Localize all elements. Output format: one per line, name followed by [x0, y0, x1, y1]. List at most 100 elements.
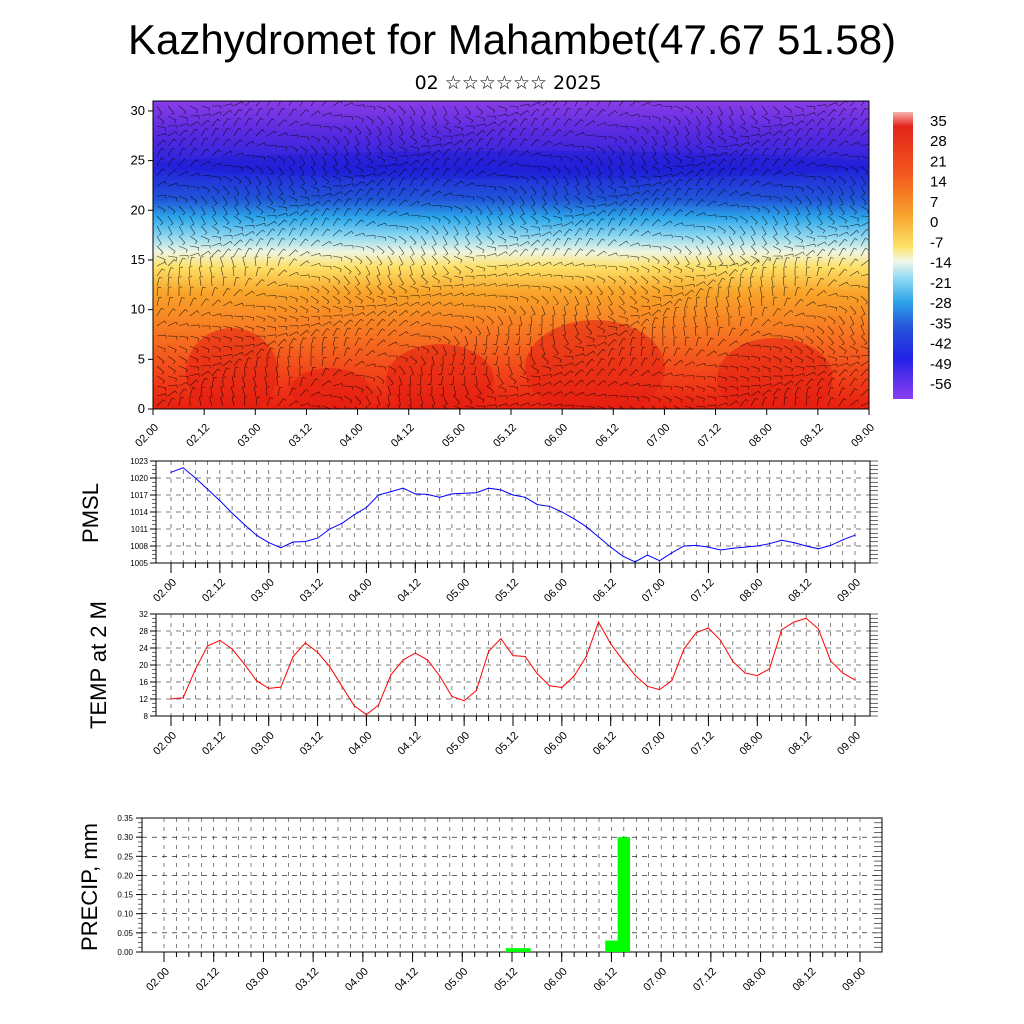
wind-barb [750, 317, 756, 327]
wind-barb-flag [207, 239, 210, 243]
wind-barb-flag [404, 290, 407, 294]
wind-barb-flag [535, 248, 539, 251]
wind-barb-flag [473, 407, 475, 409]
wind-barb-flag [492, 128, 496, 132]
wind-barb-flag [270, 107, 275, 110]
wind-barb [728, 115, 734, 124]
wind-barb [618, 368, 625, 377]
wind-barb-flag [701, 240, 704, 244]
wind-barb [629, 337, 633, 347]
wind-barb [772, 105, 780, 113]
wind-barb-flag [252, 328, 254, 332]
wind-barb [189, 310, 198, 317]
wind-barb [343, 218, 350, 227]
ytick-0.05: 0.05 [117, 929, 133, 938]
wind-barb [167, 355, 176, 362]
wind-barb-flag [679, 250, 682, 254]
wind-barb [222, 205, 228, 215]
wind-barb [618, 381, 628, 387]
wind-barb [530, 315, 533, 325]
wind-barb [299, 209, 307, 217]
wind-barb [230, 387, 235, 397]
wind-barb [761, 375, 771, 378]
wind-barb-flag [205, 377, 209, 380]
wind-barb [693, 307, 697, 317]
wind-barb [849, 175, 856, 184]
wind-barb [508, 118, 516, 127]
wind-barb-flag [693, 164, 695, 168]
wind-barb-flag [803, 312, 805, 317]
wind-barb [497, 174, 507, 177]
wind-barb [662, 145, 668, 154]
wind-barb [398, 145, 408, 151]
series-point [500, 489, 502, 491]
wind-barb-flag [634, 142, 637, 145]
wind-barb-flag [730, 113, 734, 116]
wind-barb [783, 355, 793, 361]
wind-barb [266, 340, 275, 347]
wind-barb [860, 195, 867, 204]
wind-barb-flag [460, 140, 464, 143]
wind-barb [321, 208, 327, 217]
wind-barb [453, 335, 460, 344]
wind-barb [728, 178, 735, 187]
wind-barb [552, 185, 558, 195]
wind-barb-flag [385, 352, 387, 356]
wind-barb-flag [701, 168, 705, 172]
wind-barb [838, 281, 848, 287]
wind-barb [684, 125, 690, 135]
wind-barb-flag [360, 188, 364, 192]
wind-barb [574, 219, 583, 227]
wind-barb [508, 305, 517, 312]
wind-barb [506, 345, 510, 355]
wind-barb [299, 155, 306, 164]
wind-barb-flag [220, 266, 225, 268]
wind-barb-flag [842, 377, 847, 380]
wind-barb [651, 347, 654, 357]
wind-barb [783, 137, 789, 147]
wind-barb-flag [842, 117, 847, 120]
wind-barb [277, 339, 285, 347]
wind-barb-flag [219, 237, 222, 241]
wind-barb [574, 263, 584, 267]
wind-barb [310, 185, 320, 191]
wind-barb [541, 165, 551, 170]
wind-barb [266, 257, 268, 267]
wind-barb [167, 115, 177, 121]
wind-barb [409, 265, 413, 275]
wind-barb [805, 397, 808, 407]
wind-barb-flag [770, 333, 772, 337]
wind-barb [211, 149, 219, 157]
wind-barb [299, 402, 309, 407]
wind-barb-flag [801, 160, 805, 164]
wind-barb-flag [807, 276, 812, 279]
wind-barb-flag [621, 302, 625, 306]
wind-barb [761, 115, 770, 122]
wind-barb-flag [704, 363, 706, 367]
wind-barb [233, 165, 243, 168]
wind-barb-flag [327, 228, 331, 231]
wind-barb-flag [400, 123, 404, 126]
wind-barb [805, 365, 816, 367]
cs-xtick-04.00: 04.00 [338, 422, 366, 450]
wind-barb-flag [231, 396, 236, 398]
wind-barb-flag [631, 153, 635, 156]
wind-barb [574, 205, 584, 209]
wind-barb [651, 317, 656, 327]
wind-barb [816, 325, 825, 332]
wind-barb [409, 375, 412, 385]
wind-barb [343, 358, 350, 367]
cs-xtick-02.12: 02.12 [184, 422, 212, 450]
wind-barb-flag [796, 213, 800, 216]
wind-barb [211, 235, 221, 238]
wind-barb [220, 387, 224, 397]
wind-barb-flag [329, 241, 332, 245]
wind-barb-flag [691, 269, 694, 273]
wind-barb [684, 385, 694, 389]
wind-barb [233, 117, 239, 127]
wind-barb-flag [621, 347, 625, 349]
wind-barb [167, 225, 173, 235]
wind-barb [486, 121, 496, 127]
wind-barb [838, 247, 844, 257]
wind-barb [673, 373, 683, 377]
